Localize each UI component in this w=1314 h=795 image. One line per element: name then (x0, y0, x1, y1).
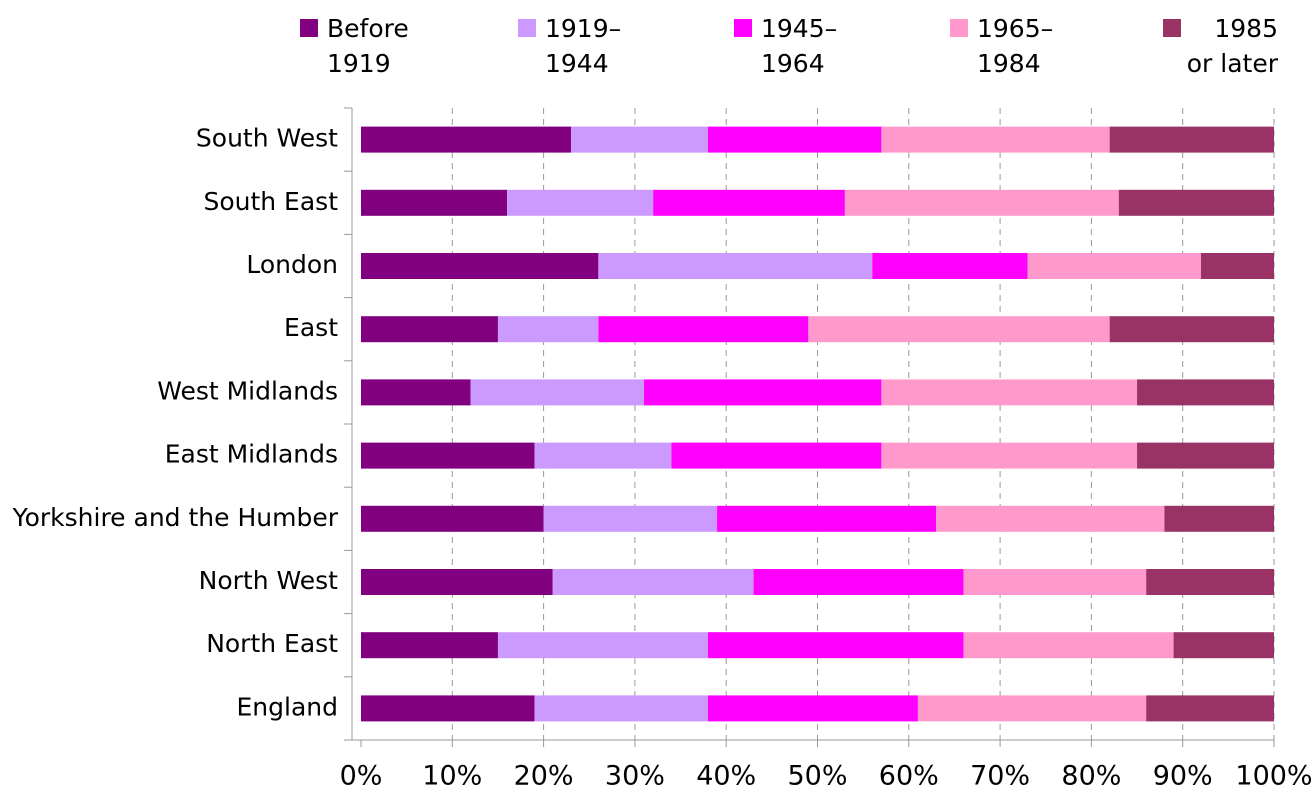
y-tick-label: South East (203, 187, 338, 216)
x-tick-label: 80% (1061, 761, 1121, 792)
bar-segment (552, 569, 754, 595)
x-tick-label: 10% (422, 761, 482, 792)
bar-segment (497, 632, 708, 659)
bar-segment (881, 126, 1110, 153)
bar-segment (881, 442, 1138, 469)
y-tick-label: East (284, 313, 338, 342)
bar-segment (653, 189, 845, 216)
y-tick-label: North East (206, 629, 338, 658)
bar-segment (707, 695, 918, 722)
bar-segment (1164, 505, 1274, 532)
bar-segment (470, 379, 645, 406)
x-tick-label: 70% (970, 761, 1030, 792)
bar-segment (644, 379, 882, 406)
legend-swatch (300, 19, 318, 37)
x-tick-label: 0% (340, 761, 383, 792)
bar-segment (1027, 253, 1201, 279)
y-tick-label: England (237, 692, 339, 721)
bar-segment (917, 695, 1147, 722)
y-tick-label: Yorkshire and the Humber (12, 503, 339, 532)
bar-segment (361, 442, 535, 469)
bar-segment (707, 632, 964, 659)
x-tick-label: 20% (514, 761, 574, 792)
x-tick-label: 50% (787, 761, 847, 792)
y-tick-label: London (246, 250, 338, 279)
bar-segment (1118, 189, 1274, 216)
legend-swatch (734, 19, 752, 37)
y-tick-label: North West (199, 566, 339, 595)
y-tick-label: West Midlands (157, 376, 338, 405)
bar-segment (598, 316, 809, 343)
bar-segment (1137, 379, 1274, 406)
bar-segment (361, 505, 544, 532)
x-tick-label: 60% (879, 761, 939, 792)
bar-segment (598, 253, 873, 279)
bar-segment (753, 569, 964, 595)
x-tick-label: 40% (696, 761, 756, 792)
bar-segment (1146, 695, 1274, 722)
bar-segment (361, 316, 498, 343)
bar-segment (1200, 253, 1274, 279)
x-tick-label: 100% (1235, 761, 1312, 792)
y-tick-label: South West (196, 124, 338, 153)
legend-swatch (1163, 19, 1181, 37)
legend-swatch (518, 19, 536, 37)
bar-segment (1146, 569, 1274, 595)
bar-segment (963, 569, 1147, 595)
legend-label: 1945– 1964 (761, 14, 838, 78)
bar-segment (1109, 126, 1274, 153)
bar-segment (1173, 632, 1274, 659)
bar-segment (936, 505, 1165, 532)
bar-segment (963, 632, 1174, 659)
bar-segment (534, 695, 708, 722)
y-tick-label: East Midlands (165, 440, 338, 469)
x-tick-label: 90% (1153, 761, 1213, 792)
legend-label: 1985 or later (1186, 14, 1278, 78)
bar-segment (808, 316, 1110, 343)
bar-segment (361, 695, 535, 722)
bar-segment (507, 189, 654, 216)
bar-segment (361, 632, 498, 659)
bar-segment (1137, 442, 1274, 469)
bar-segment (872, 253, 1028, 279)
bar-segment (543, 505, 718, 532)
legend-label: 1965– 1984 (977, 14, 1054, 78)
legend-swatch (950, 19, 968, 37)
bar-segment (361, 379, 471, 406)
bar-segment (361, 569, 553, 595)
bar-segment (717, 505, 937, 532)
bar-segment (497, 316, 599, 343)
legend-label: Before 1919 (327, 14, 409, 78)
bar-segment (361, 126, 571, 153)
bar-segment (570, 126, 708, 153)
bar-segment (707, 126, 882, 153)
bar-segment (361, 189, 508, 216)
bar-segment (534, 442, 672, 469)
bar-segment (361, 253, 599, 279)
legend-label: 1919– 1944 (545, 14, 622, 78)
bar-segment (844, 189, 1119, 216)
bar-segment (1109, 316, 1274, 343)
x-tick-label: 30% (605, 761, 665, 792)
bar-segment (671, 442, 882, 469)
bar-segment (881, 379, 1138, 406)
